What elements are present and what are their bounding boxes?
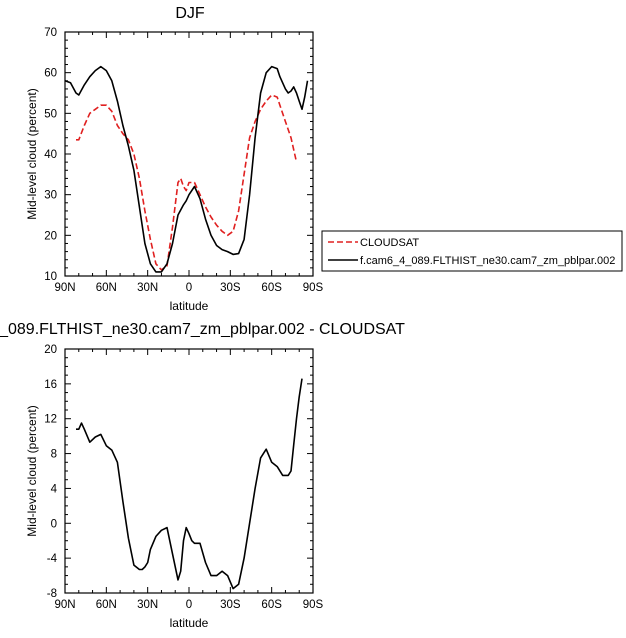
legend-box — [321, 230, 623, 272]
y-tick-label: 0 — [51, 518, 57, 530]
y-tick-label: 70 — [44, 27, 57, 39]
x-tick-label: 30S — [220, 282, 241, 294]
series-line-1-1 — [76, 94, 298, 271]
chart-title: DJF — [175, 5, 205, 22]
series-line-2-1 — [76, 378, 303, 590]
x-tick-label: 0 — [186, 282, 192, 294]
x-tick-label: 90S — [303, 282, 324, 294]
y-tick-label: -8 — [47, 588, 57, 600]
x-tick-label: 90N — [54, 599, 75, 611]
plot-frame — [64, 348, 314, 594]
y-tick-label: 40 — [44, 149, 57, 161]
x-axis-label: latitude — [170, 616, 209, 630]
y-tick-label: 20 — [44, 344, 57, 356]
x-axis-label: latitude — [170, 299, 209, 313]
x-tick-label: 30N — [137, 599, 158, 611]
x-tick-label: 60S — [261, 282, 282, 294]
x-tick-label: 60S — [261, 599, 282, 611]
series-line-1-2 — [64, 65, 309, 273]
x-tick-label: 30S — [220, 599, 241, 611]
y-tick-label: 8 — [51, 449, 57, 461]
x-tick-label: 60N — [96, 599, 117, 611]
legend-entry: CLOUDSAT — [360, 237, 419, 249]
x-tick-label: 0 — [186, 599, 192, 611]
y-axis-label: Mid-level cloud (percent) — [25, 88, 39, 219]
y-tick-label: 50 — [44, 108, 57, 120]
y-tick-label: 60 — [44, 68, 57, 80]
y-tick-label: 10 — [44, 271, 57, 283]
legend-entry: f.cam6_4_089.FLTHIST_ne30.cam7_zm_pblpar… — [360, 255, 615, 267]
y-tick-label: -4 — [47, 553, 58, 565]
y-tick-label: 12 — [44, 414, 57, 426]
y-tick-label: 30 — [44, 190, 57, 202]
x-tick-label: 60N — [96, 282, 117, 294]
x-tick-label: 90N — [54, 282, 75, 294]
x-tick-label: 90S — [303, 599, 324, 611]
chart-title: m6_4_089.FLTHIST_ne30.cam7_zm_pblpar.002… — [0, 321, 405, 338]
x-tick-label: 30N — [137, 282, 158, 294]
y-tick-label: 20 — [44, 230, 57, 242]
y-axis-label: Mid-level cloud (percent) — [25, 405, 39, 536]
y-tick-label: 16 — [44, 379, 57, 391]
y-tick-label: 4 — [51, 483, 58, 495]
